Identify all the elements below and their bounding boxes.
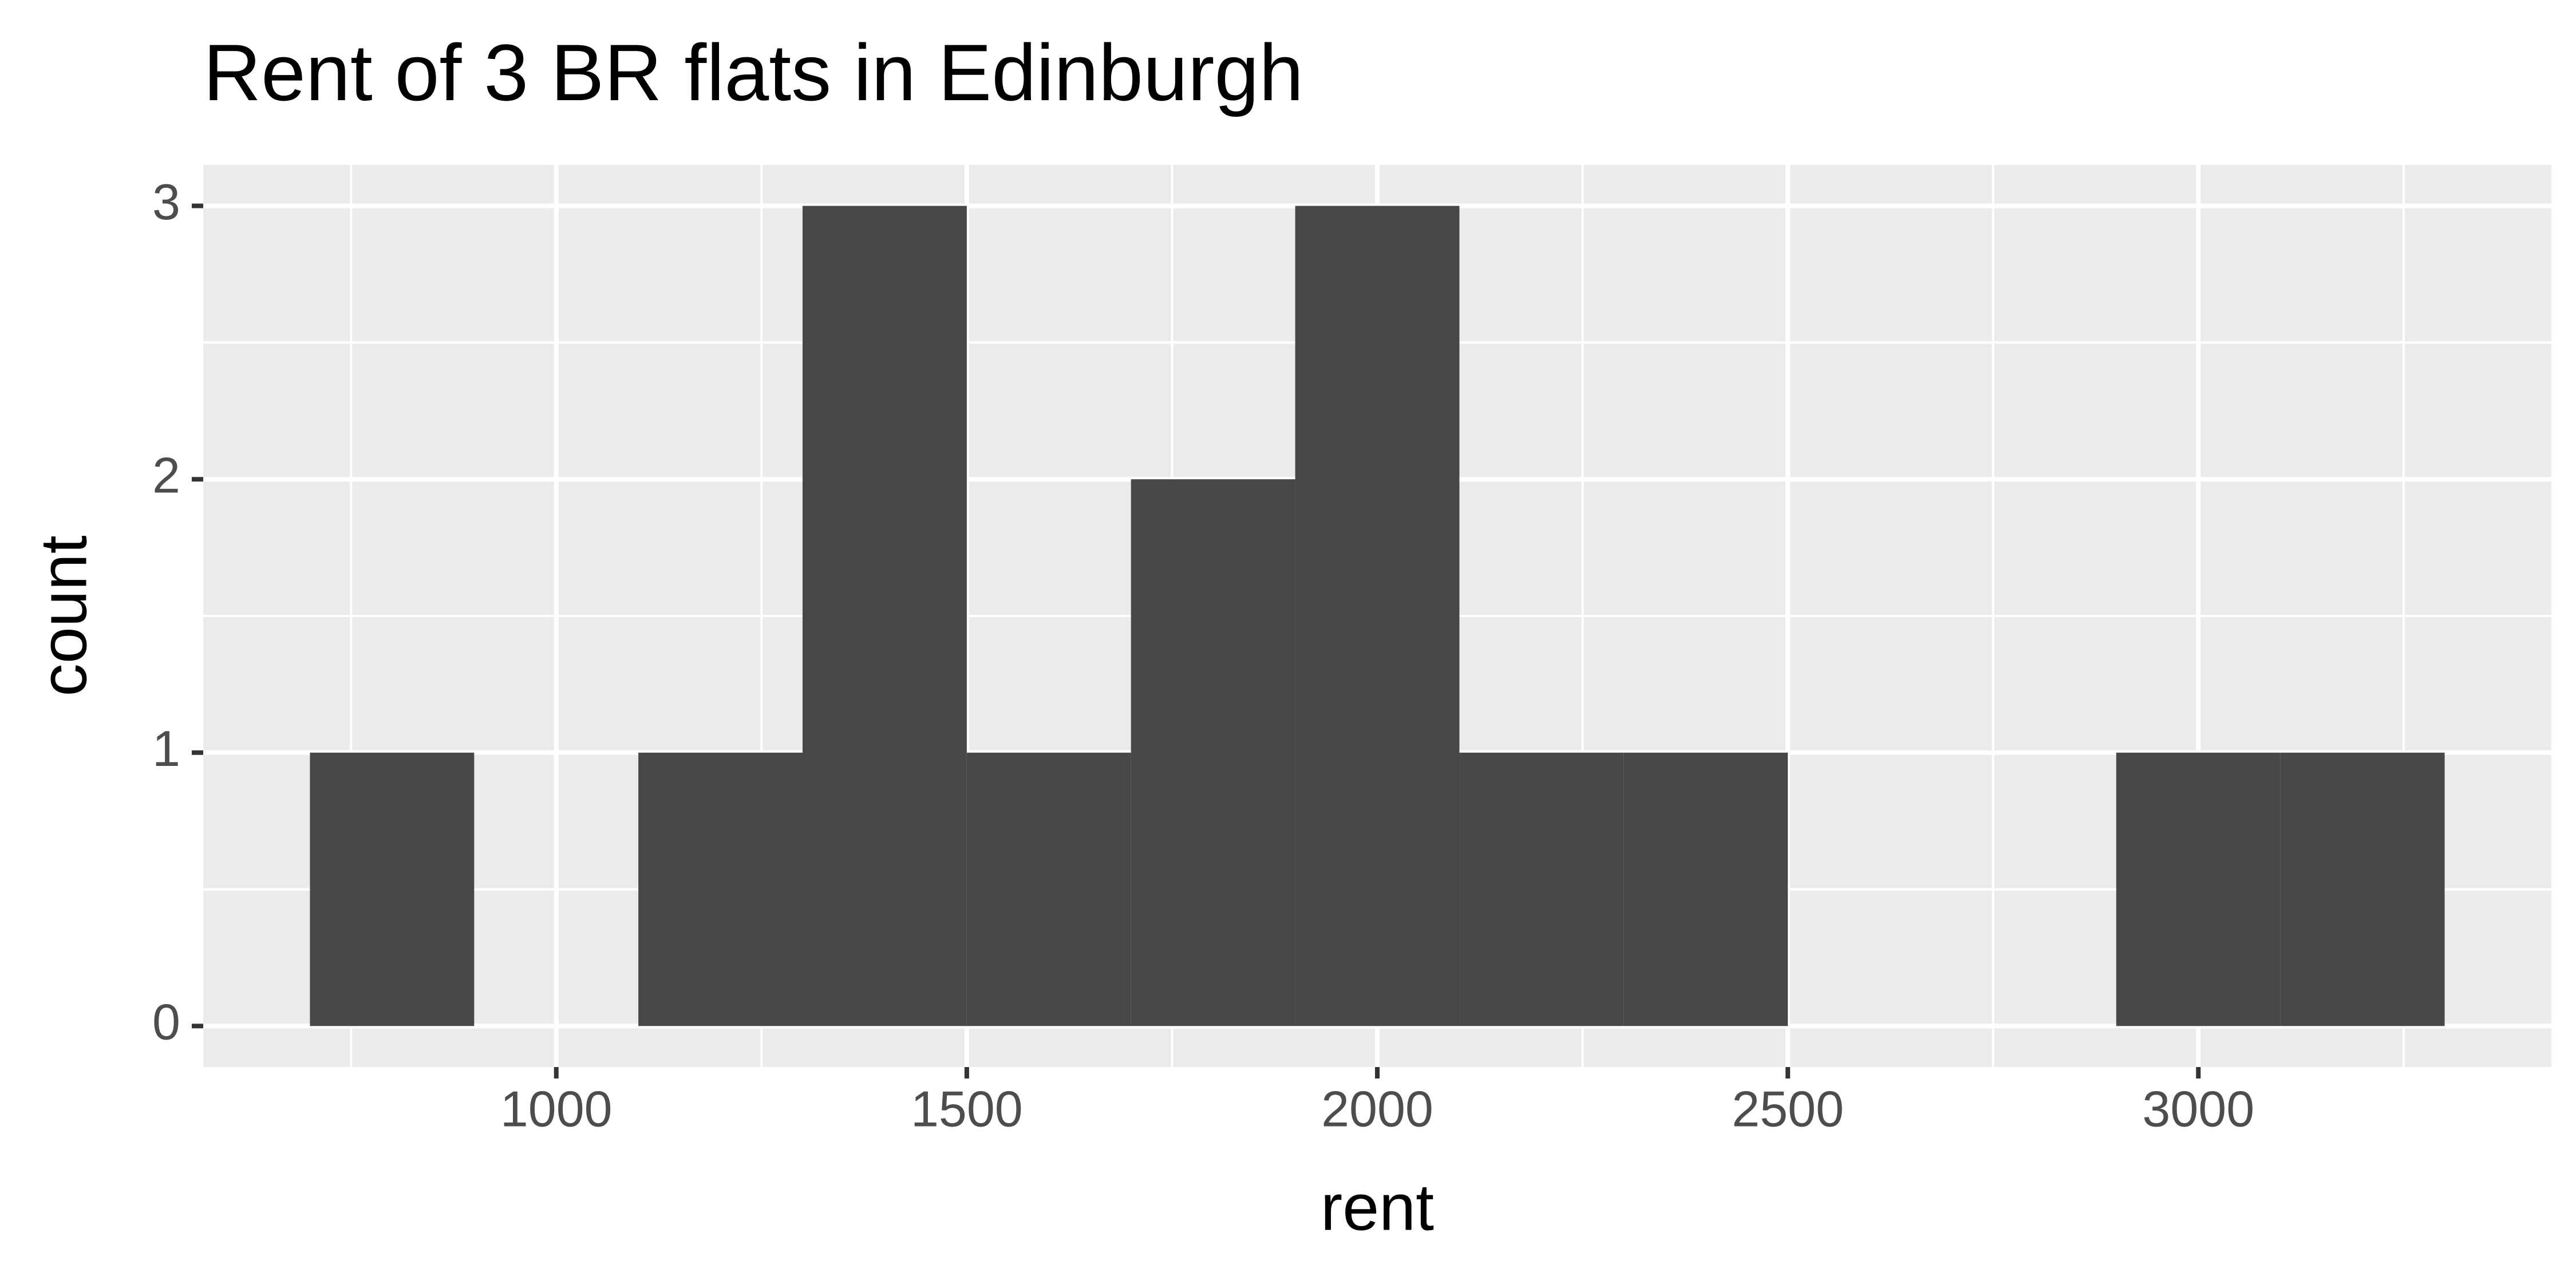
bar	[803, 206, 967, 1026]
y-tick-label: 3	[152, 173, 180, 230]
x-axis-label: rent	[1321, 1171, 1434, 1244]
bar	[1295, 206, 1460, 1026]
bar	[2116, 752, 2281, 1026]
bar	[1459, 752, 1624, 1026]
y-tick-label: 0	[152, 994, 180, 1050]
y-tick-label: 1	[152, 720, 180, 777]
bar	[966, 752, 1131, 1026]
y-axis-label: count	[27, 535, 100, 696]
x-tick-label: 1500	[911, 1080, 1023, 1137]
bar	[638, 752, 803, 1026]
bar	[1623, 752, 1788, 1026]
bar	[310, 752, 475, 1026]
bar	[2280, 752, 2445, 1026]
x-tick-label: 2500	[1732, 1080, 1844, 1137]
x-tick-label: 1000	[500, 1080, 613, 1137]
bar	[1131, 479, 1295, 1026]
y-tick-label: 2	[152, 447, 180, 503]
x-tick-label: 3000	[2142, 1080, 2254, 1137]
x-tick-label: 2000	[1321, 1080, 1433, 1137]
chart-title: Rent of 3 BR flats in Edinburgh	[203, 27, 1303, 117]
